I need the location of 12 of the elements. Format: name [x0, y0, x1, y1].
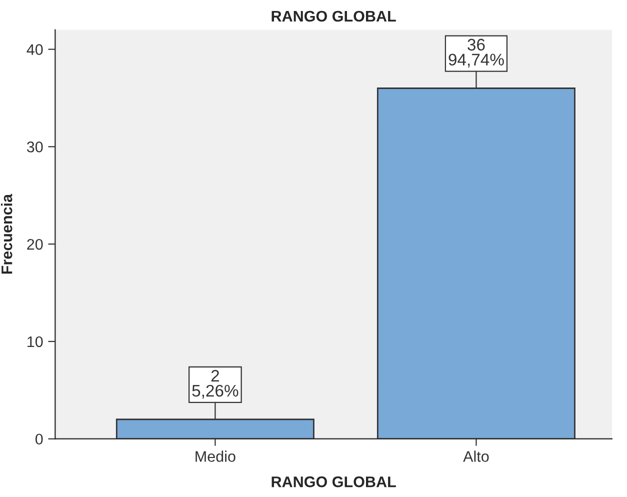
x-axis-title: RANGO GLOBAL — [272, 476, 396, 488]
y-tick-label: 0 — [35, 434, 43, 445]
y-axis-title: Frecuencia — [1, 194, 12, 274]
chart-title: RANGO GLOBAL — [272, 10, 396, 22]
x-tick-label: Medio — [196, 450, 236, 462]
data-label: 2 5,26% — [192, 370, 238, 399]
y-tick-label: 40 — [26, 44, 43, 55]
y-tick-label: 30 — [26, 142, 43, 152]
data-label: 36 94,74% — [448, 38, 504, 68]
y-tick-label: 10 — [28, 336, 43, 348]
x-tick-label: Alto — [463, 450, 489, 462]
y-tick-label: 20 — [27, 238, 43, 250]
